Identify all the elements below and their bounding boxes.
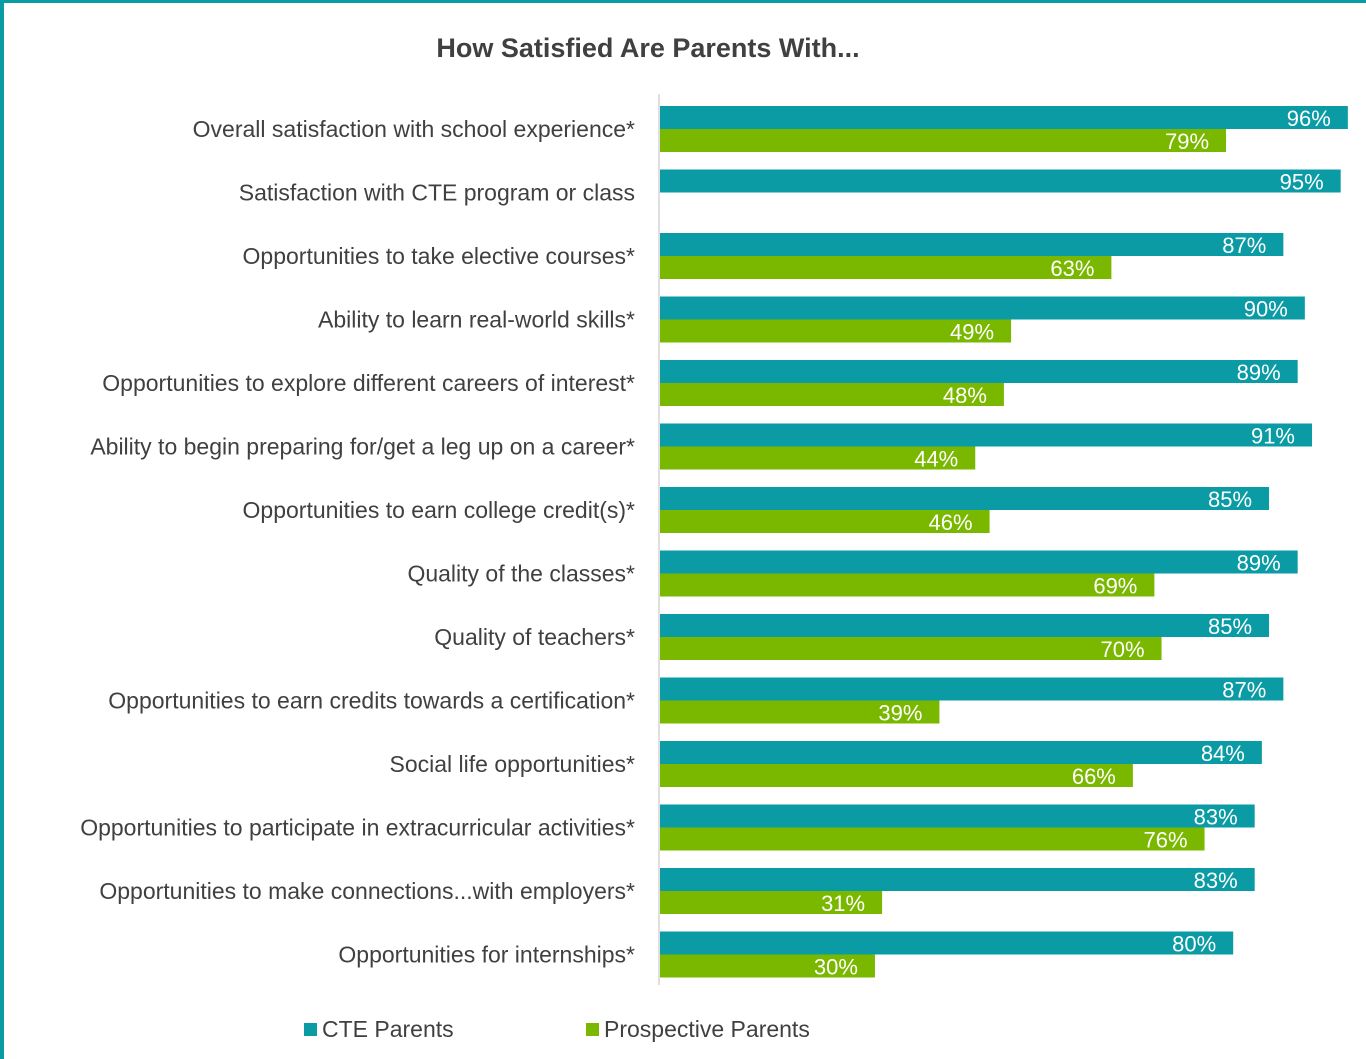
data-label: 30% — [814, 955, 858, 980]
bar-prospective-parents — [660, 383, 1004, 406]
data-label: 80% — [1172, 932, 1216, 957]
bar-cte-parents — [660, 614, 1270, 637]
data-label: 96% — [1287, 106, 1331, 131]
data-label: 48% — [943, 383, 987, 408]
bar-prospective-parents — [660, 764, 1133, 787]
bar-cte-parents — [660, 931, 1234, 955]
legend-item-prospective: Prospective Parents — [586, 1015, 810, 1043]
data-label: 89% — [1237, 551, 1281, 576]
legend-label-cte: CTE Parents — [322, 1015, 454, 1042]
bar-prospective-parents — [660, 256, 1112, 279]
data-label: 91% — [1251, 424, 1295, 449]
bar-cte-parents — [660, 868, 1255, 891]
category-label: Opportunities to make connections...with… — [99, 878, 635, 904]
bar-cte-parents — [660, 233, 1284, 256]
legend-item-cte: CTE Parents — [304, 1015, 454, 1043]
data-label: 76% — [1143, 828, 1187, 853]
category-label: Quality of the classes* — [407, 561, 635, 587]
category-label: Opportunities to earn credits towards a … — [108, 688, 635, 714]
category-label: Opportunities to earn college credit(s)* — [243, 497, 636, 523]
data-label: 49% — [950, 320, 994, 345]
bar-cte-parents — [660, 296, 1305, 320]
category-label: Ability to learn real-world skills* — [318, 307, 635, 333]
bar-cte-parents — [660, 741, 1262, 764]
category-label: Opportunities to take elective courses* — [243, 243, 636, 269]
data-label: 70% — [1101, 637, 1145, 662]
bar-prospective-parents — [660, 573, 1155, 597]
data-label: 83% — [1194, 805, 1238, 830]
bar-cte-parents — [660, 360, 1298, 383]
data-label: 31% — [821, 891, 865, 916]
data-label: 39% — [878, 701, 922, 726]
bar-prospective-parents — [660, 637, 1162, 660]
data-label: 46% — [929, 510, 973, 535]
legend-swatch-cte — [304, 1022, 317, 1036]
bar-prospective-parents — [660, 510, 990, 533]
data-label: 84% — [1201, 741, 1245, 766]
bar-cte-parents — [660, 677, 1284, 701]
data-label: 44% — [914, 447, 958, 472]
category-label: Ability to begin preparing for/get a leg… — [90, 434, 635, 460]
bar-prospective-parents — [660, 954, 875, 978]
data-label: 87% — [1222, 678, 1266, 703]
bar-prospective-parents — [660, 129, 1227, 152]
data-label: 85% — [1208, 614, 1252, 639]
category-label: Overall satisfaction with school experie… — [193, 116, 635, 142]
category-label: Opportunities to explore different caree… — [102, 370, 635, 396]
data-label: 63% — [1050, 256, 1094, 281]
bar-prospective-parents — [660, 700, 940, 724]
legend-swatch-prospective — [586, 1022, 599, 1036]
category-label: Quality of teachers* — [434, 624, 635, 650]
bar-cte-parents — [660, 804, 1255, 828]
bar-cte-parents — [660, 550, 1298, 574]
data-label: 79% — [1165, 129, 1209, 154]
category-label: Opportunities for internships* — [338, 942, 635, 968]
bar-prospective-parents — [660, 827, 1205, 851]
category-label: Opportunities to participate in extracur… — [80, 815, 635, 841]
data-label: 87% — [1222, 233, 1266, 258]
data-label: 85% — [1208, 487, 1252, 512]
bar-cte-parents — [660, 169, 1341, 193]
legend-label-prospective: Prospective Parents — [604, 1015, 810, 1042]
bar-cte-parents — [660, 106, 1348, 129]
bar-chart: Overall satisfaction with school experie… — [80, 94, 1348, 985]
data-label: 90% — [1244, 297, 1288, 322]
bar-prospective-parents — [660, 319, 1012, 343]
bar-prospective-parents — [660, 446, 976, 470]
data-label: 89% — [1237, 360, 1281, 385]
bar-cte-parents — [660, 423, 1313, 447]
data-label: 95% — [1280, 170, 1324, 195]
bar-prospective-parents — [660, 891, 883, 914]
bar-cte-parents — [660, 487, 1270, 510]
category-label: Satisfaction with CTE program or class — [239, 180, 635, 206]
data-label: 66% — [1072, 764, 1116, 789]
chart-title: How Satisfied Are Parents With... — [436, 33, 860, 63]
data-label: 69% — [1093, 574, 1137, 599]
category-label: Social life opportunities* — [390, 751, 636, 777]
data-label: 83% — [1194, 868, 1238, 893]
